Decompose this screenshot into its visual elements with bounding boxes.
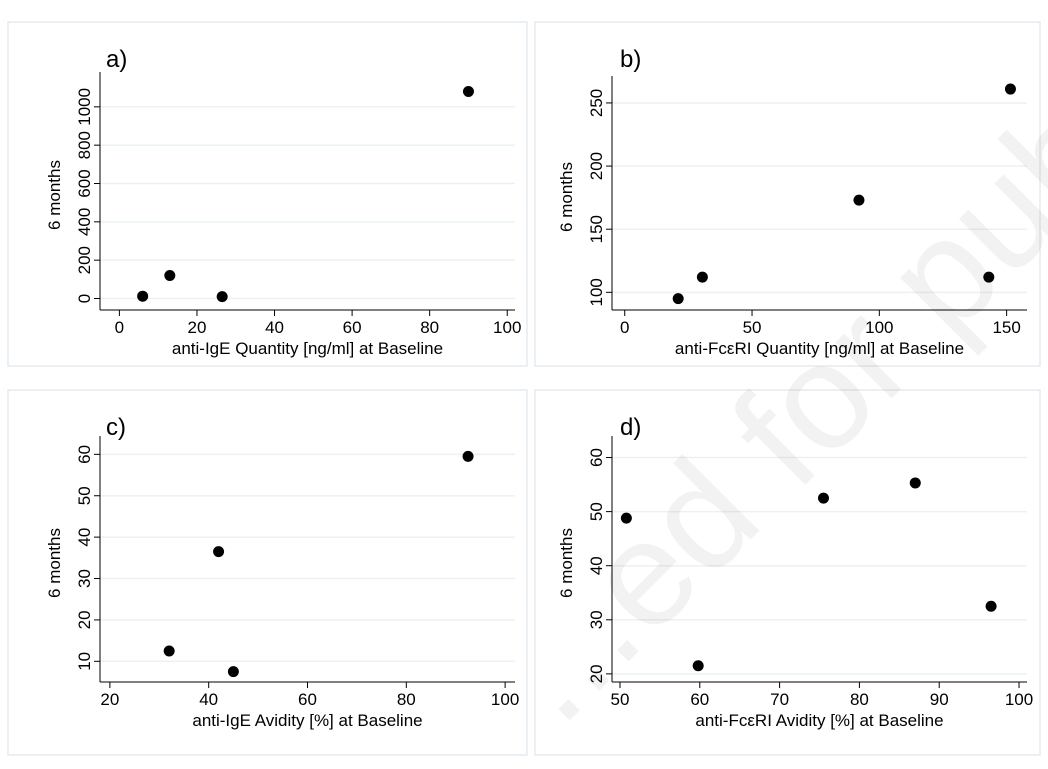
y-tick-label: 0 [75,294,94,303]
y-tick-label: 40 [75,528,94,547]
y-tick-label: 400 [75,208,94,236]
x-tick-label: 100 [1005,690,1033,709]
panel-frame [534,389,1041,756]
x-axis-title: anti-FcεRI Avidity [%] at Baseline [695,711,943,730]
x-tick-label: 100 [865,318,893,337]
data-point [462,86,474,97]
y-tick-label: 30 [75,569,94,588]
x-tick-label: 40 [199,690,218,709]
data-point [817,492,829,504]
data-point [909,477,921,489]
x-tick-label: 60 [298,690,317,709]
y-tick-label: 100 [587,278,606,306]
y-tick-label: 1000 [75,88,94,126]
y-tick-label: 200 [75,246,94,274]
data-point [1004,83,1016,95]
y-axis-title: 6 months [557,528,576,598]
data-point [853,194,865,206]
x-tick-label: 90 [930,690,949,709]
chart-panel-3: 20 40 60 80 100 10 20 30 40 50 60 anti-IgE Avidity … [7,389,528,756]
data-point [985,600,997,612]
panel-frame [7,389,528,756]
x-tick-label: 80 [850,690,869,709]
chart-panel-2: 0 50 100 150 100 150 200 250 anti-FcεRI Quantity… [534,21,1041,367]
y-tick-label: 600 [75,169,94,197]
y-tick-label: 250 [587,89,606,117]
x-tick-label: 80 [420,318,439,337]
data-point [227,666,239,678]
x-tick-label: 40 [265,318,284,337]
panel-label: b) [620,46,641,73]
x-tick-label: 70 [770,690,789,709]
x-tick-label: 0 [620,318,629,337]
y-tick-label: 60 [75,445,94,464]
y-tick-label: 40 [587,556,606,575]
y-axis-title: 6 months [45,160,64,230]
x-tick-label: 0 [115,318,124,337]
panel-frame [7,21,528,367]
x-axis-title: anti-IgE Avidity [%] at Baseline [192,711,422,730]
y-tick-label: 50 [75,486,94,505]
panel-label: c) [106,414,126,441]
y-axis-title: 6 months [45,528,64,598]
data-point [137,290,149,302]
data-point [672,293,684,305]
data-point [620,512,632,524]
x-tick-label: 150 [992,318,1020,337]
x-tick-label: 20 [188,318,207,337]
x-tick-label: 60 [343,318,362,337]
chart-panel-4: 50 60 70 80 90 100 20 30 40 50 60 anti-FcεRI Avidit… [534,389,1041,756]
panel-label: d) [620,414,641,441]
y-tick-label: 20 [587,664,606,683]
x-tick-label: 80 [397,690,416,709]
panel-label: a) [106,46,127,73]
y-tick-label: 200 [587,152,606,180]
y-tick-label: 50 [587,502,606,521]
y-tick-label: 150 [587,215,606,243]
x-tick-label: 50 [611,690,630,709]
y-tick-label: 800 [75,131,94,159]
y-tick-label: 30 [587,610,606,629]
x-axis-title: anti-IgE Quantity [ng/ml] at Baseline [172,339,443,358]
x-tick-label: 50 [743,318,762,337]
x-tick-label: 100 [491,690,519,709]
data-point [216,291,228,303]
x-tick-label: 100 [493,318,521,337]
data-point [983,271,995,283]
data-point [213,546,225,558]
y-tick-label: 10 [75,652,94,671]
y-axis-title: 6 months [557,162,576,232]
data-point [692,660,704,672]
x-tick-label: 60 [690,690,709,709]
panel-frame [534,21,1041,367]
data-point [462,450,474,462]
y-tick-label: 60 [587,448,606,467]
y-tick-label: 20 [75,610,94,629]
x-axis-title: anti-FcεRI Quantity [ng/ml] at Baseline [675,339,964,358]
x-tick-label: 20 [100,690,119,709]
data-point [696,271,708,283]
data-point [164,270,176,281]
data-point [163,645,175,657]
